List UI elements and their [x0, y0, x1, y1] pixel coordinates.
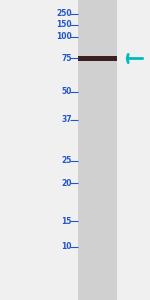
- Text: 250: 250: [56, 9, 72, 18]
- Bar: [78, 56, 117, 61]
- Text: 25: 25: [62, 156, 72, 165]
- Bar: [78, 0, 117, 300]
- Text: 50: 50: [62, 87, 72, 96]
- Text: 10: 10: [61, 242, 72, 251]
- Text: 100: 100: [56, 32, 72, 41]
- Text: 150: 150: [56, 20, 72, 29]
- Text: 75: 75: [61, 54, 72, 63]
- Text: 15: 15: [62, 217, 72, 226]
- Text: 37: 37: [61, 116, 72, 124]
- Text: 20: 20: [61, 178, 72, 188]
